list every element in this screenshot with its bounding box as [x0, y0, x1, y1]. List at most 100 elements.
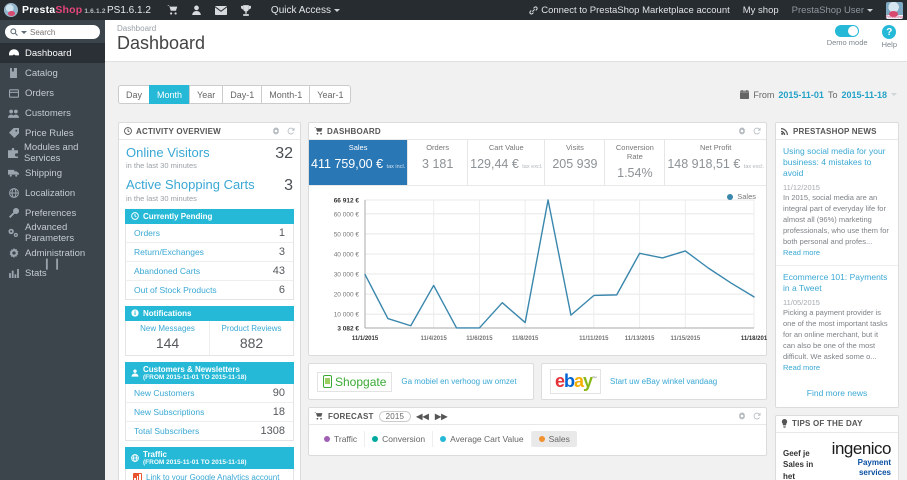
date-range-picker[interactable]: From 2015-11-01 To 2015-11-18	[740, 85, 897, 104]
user-menu-label: PrestaShop User	[791, 4, 864, 16]
news-item-title[interactable]: Using social media for your business: 4 …	[783, 146, 886, 179]
chevron-down-icon[interactable]	[21, 30, 27, 34]
news-item-title[interactable]: Ecommerce 101: Payments in a Tweet	[783, 272, 888, 294]
date-button-day-1[interactable]: Day-1	[222, 85, 262, 104]
pending-row-returns[interactable]: Return/Exchanges 3	[125, 242, 294, 262]
pending-value: 3	[278, 245, 285, 258]
quick-access-dropdown[interactable]: Quick Access	[271, 5, 340, 16]
prestashop-logo[interactable]: PrestaShop 1.6.1.2	[0, 0, 105, 20]
sidebar-item-label: Catalog	[25, 67, 58, 79]
customers-value: 90	[272, 386, 285, 399]
envelope-icon[interactable]	[214, 5, 227, 15]
customers-row-new-customers[interactable]: New Customers 90	[125, 383, 294, 403]
search-box[interactable]	[5, 25, 100, 39]
customers-row-new-subscriptions[interactable]: New Subscriptions 18	[125, 402, 294, 422]
gear-icon[interactable]	[738, 412, 746, 420]
date-button-month-1[interactable]: Month-1	[261, 85, 310, 104]
sidebar-item-modules-and-services[interactable]: Modules and Services	[0, 142, 105, 164]
date-range-buttons: Day Month Year Day-1 Month-1 Year-1	[118, 85, 352, 104]
customer-icon[interactable]	[192, 5, 201, 15]
page-header-tools: Demo mode ? Help	[827, 25, 897, 49]
cart-icon[interactable]	[166, 5, 178, 15]
marketplace-link[interactable]: Connect to PrestaShop Marketplace accoun…	[529, 5, 730, 16]
forecast-legend-sales[interactable]: Sales	[531, 431, 577, 447]
gear-icon[interactable]	[272, 127, 280, 135]
forecast-legend-average-cart-value[interactable]: Average Cart Value	[433, 431, 532, 447]
pending-row-orders[interactable]: Orders 1	[125, 223, 294, 243]
sidebar-item-catalog[interactable]: Catalog	[0, 63, 105, 83]
notification-label: Product Reviews	[221, 323, 282, 333]
ps-version-label: PS1.6.1.2	[107, 4, 151, 16]
search-input[interactable]	[30, 27, 95, 37]
notification-product-reviews[interactable]: Product Reviews 882	[209, 320, 293, 355]
right-column: PRESTASHOP NEWS Using social media for y…	[775, 122, 899, 480]
kpi-amount: 411 759,00 €	[311, 157, 384, 171]
refresh-icon[interactable]	[753, 127, 761, 135]
sidebar-item-preferences[interactable]: Preferences	[0, 203, 105, 223]
user-menu[interactable]: PrestaShop User	[792, 5, 873, 16]
sidebar-item-price-rules[interactable]: Price Rules	[0, 123, 105, 143]
customers-row-total-subscribers[interactable]: Total Subscribers 1308	[125, 421, 294, 441]
date-button-year-1[interactable]: Year-1	[309, 85, 352, 104]
kpi-cart-value[interactable]: Cart Value 129,44 € tax excl.	[468, 140, 546, 185]
news-read-more-link[interactable]: Read more	[783, 362, 821, 372]
sidebar-item-advanced-parameters[interactable]: Advanced Parameters	[0, 222, 105, 244]
gear-icon[interactable]	[738, 127, 746, 135]
pending-label: Orders	[134, 227, 160, 238]
sidebar-item-orders[interactable]: Orders	[0, 83, 105, 103]
ingenico-services-label: services	[858, 467, 891, 477]
pending-section: Currently Pending Orders 1 Return/Exchan…	[119, 208, 300, 306]
kpi-orders[interactable]: Orders 3 181	[408, 140, 469, 185]
news-read-more-link[interactable]: Read more	[783, 247, 821, 257]
sidebar-item-stats[interactable]: Stats	[0, 263, 105, 283]
date-button-year[interactable]: Year	[189, 85, 223, 104]
pending-label: Out of Stock Products	[134, 284, 217, 295]
ingenico-banner[interactable]: Geef je Sales in het buitenland een Boos…	[783, 438, 892, 480]
sidebar-item-dashboard[interactable]: Dashboard	[0, 43, 105, 63]
promo-ebay[interactable]: ebay™ Start uw eBay winkel vandaag	[541, 363, 767, 400]
avatar[interactable]: PrestaShop	[886, 1, 903, 19]
kpi-visits[interactable]: Visits 205 939	[545, 140, 606, 185]
pending-row-abandoned-carts[interactable]: Abandoned Carts 43	[125, 261, 294, 281]
svg-text:11/15/2015: 11/15/2015	[671, 336, 701, 342]
forecast-legend-traffic[interactable]: Traffic	[317, 431, 366, 447]
notification-new-messages[interactable]: New Messages 144	[126, 321, 209, 355]
notifications-section: Notifications New Messages 144 Product R…	[119, 305, 300, 362]
trophy-icon[interactable]	[240, 4, 251, 16]
svg-text:60 000 €: 60 000 €	[334, 211, 360, 218]
demo-mode-toggle[interactable]: Demo mode	[827, 25, 868, 49]
news-item-text: In 2015, social media are an integral pa…	[783, 193, 889, 246]
sidebar-item-customers[interactable]: Customers	[0, 103, 105, 123]
forecast-year[interactable]: 2015	[378, 410, 412, 422]
my-shop-link[interactable]: My shop	[742, 4, 779, 16]
pending-row-out-of-stock[interactable]: Out of Stock Products 6	[125, 280, 294, 300]
panel-tools	[738, 127, 761, 135]
forecast-panel: FORECAST 2015 ◀◀ ▶▶ Traffic Con	[308, 407, 767, 456]
toggle-switch-icon	[835, 25, 860, 37]
refresh-icon[interactable]	[753, 412, 761, 420]
sidebar-collapse-button[interactable]: ❙❙	[42, 258, 63, 270]
sidebar-item-label: Localization	[25, 187, 76, 199]
forecast-legend-conversion[interactable]: Conversion	[365, 431, 434, 447]
ingenico-wordmark: ingenico	[831, 438, 892, 458]
help-button[interactable]: ? Help	[882, 25, 897, 49]
sidebar-item-shipping[interactable]: Shipping	[0, 163, 105, 183]
news-item[interactable]: Using social media for your business: 4 …	[776, 140, 898, 267]
google-analytics-link[interactable]: Link to your Google Analytics account	[125, 468, 294, 480]
kpi-net-profit[interactable]: Net Profit 148 918,51 € tax excl.	[665, 140, 766, 185]
sidebar-item-localization[interactable]: Localization	[0, 183, 105, 203]
find-more-news-link[interactable]: Find more news	[806, 387, 868, 398]
legend-color-swatch	[538, 436, 545, 442]
news-item[interactable]: Ecommerce 101: Payments in a Tweet 11/05…	[776, 266, 898, 380]
promo-shopgate[interactable]: Shopgate Ga mobiel en verhoog uw omzet	[308, 363, 534, 400]
kpi-sales[interactable]: Sales 411 759,00 € tax incl.	[309, 140, 409, 185]
refresh-icon[interactable]	[287, 127, 295, 135]
customers-newsletters-section: Customers & Newsletters (FROM 2015-11-01…	[119, 361, 300, 447]
date-button-month[interactable]: Month	[149, 85, 190, 104]
forecast-prev-button[interactable]: ◀◀	[416, 411, 429, 421]
dashboard-main-column: DASHBOARD Sales 411 759,00 € tax incl. O…	[308, 122, 768, 456]
kpi-conversion-rate[interactable]: Conversion Rate 1.54%	[605, 140, 666, 185]
forecast-next-button[interactable]: ▶▶	[434, 411, 448, 421]
sidebar-item-administration[interactable]: Administration	[0, 243, 105, 263]
date-button-day[interactable]: Day	[118, 85, 150, 104]
